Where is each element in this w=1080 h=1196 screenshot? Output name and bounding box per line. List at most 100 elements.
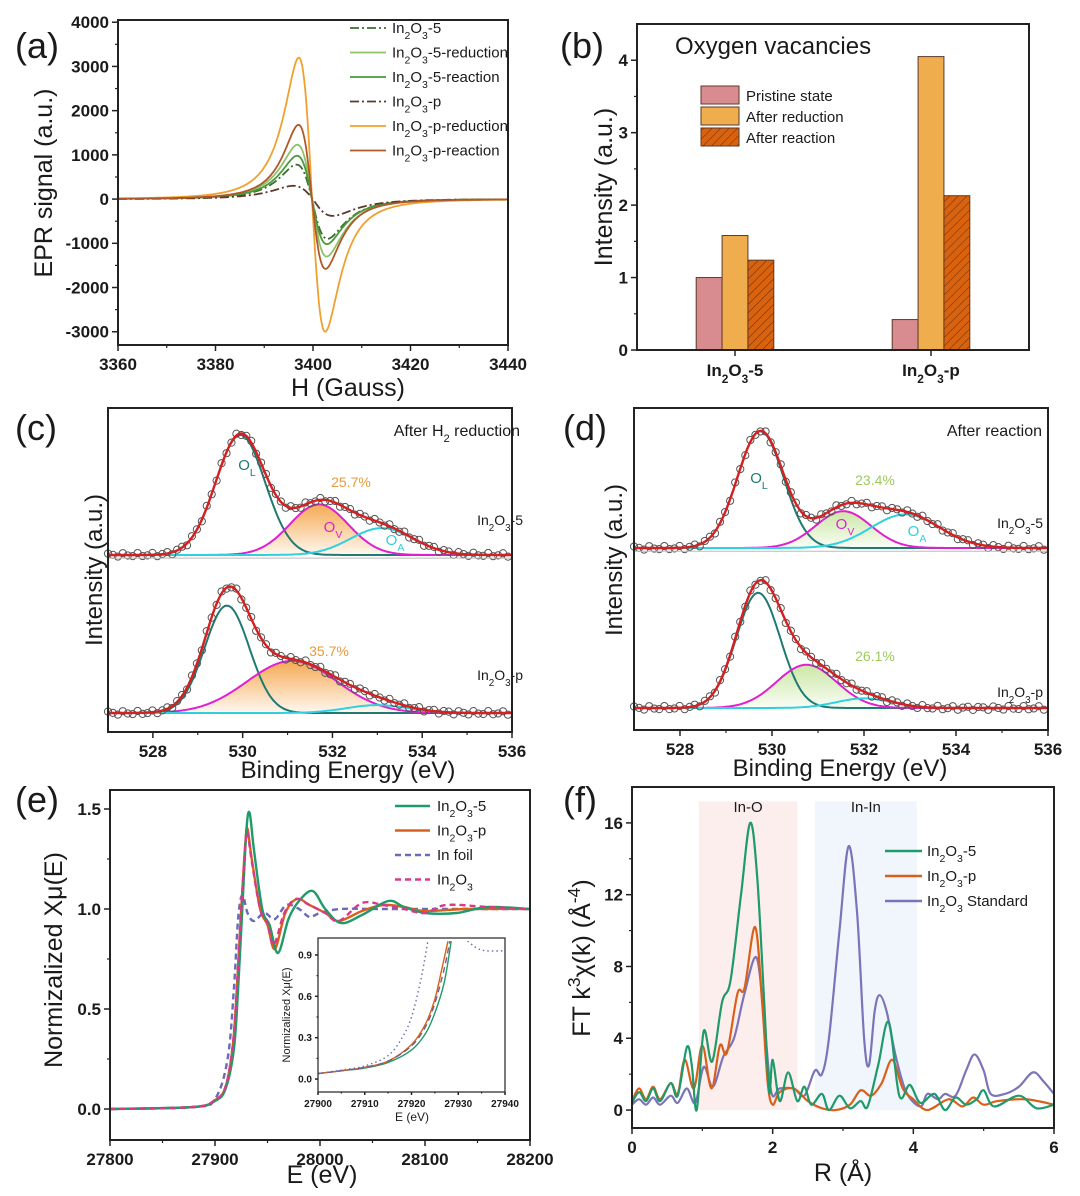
panel-e-inset-xtick-label: 27920: [398, 1099, 426, 1110]
ov-area-fill: [634, 511, 1048, 548]
data-point: [857, 686, 866, 695]
panel-e-inset-xtick-label: 27940: [491, 1099, 519, 1110]
data-point: [326, 670, 335, 679]
panel-a-ytick-label: 4000: [71, 13, 109, 32]
data-point: [469, 707, 478, 716]
panel-e-inset-xtick-label: 27930: [444, 1099, 472, 1110]
data-point: [276, 497, 285, 506]
component-label-OL: OL: [238, 457, 256, 479]
legend-swatch: [700, 85, 740, 105]
data-point: [822, 509, 831, 518]
data-point: [680, 545, 689, 554]
inset-series-line-3: [318, 941, 429, 1075]
data-point: [242, 431, 251, 441]
data-point: [938, 705, 947, 714]
data-point: [256, 633, 266, 642]
legend-label: In2O3 Standard: [927, 893, 1028, 915]
xanes-series-line-3: [109, 830, 531, 1111]
panel-c-xtick-label: 530: [228, 742, 256, 761]
data-point: [192, 525, 201, 534]
panel-a-xtick-label: 3400: [294, 355, 332, 374]
data-point: [153, 552, 162, 561]
exafs-series-line-0: [631, 821, 1055, 1112]
region-band-0: [698, 801, 798, 1111]
panel-d-xtick-label: 536: [1034, 740, 1062, 759]
data-point: [1004, 702, 1013, 711]
data-point: [410, 535, 419, 544]
panel-b-ytick-label: 1: [619, 269, 628, 288]
panel-a-ytick-label: 3000: [71, 57, 109, 76]
data-point: [801, 510, 811, 520]
component-label-OA: OA: [908, 523, 927, 545]
inset-plot-area: [318, 940, 505, 1075]
y-axis-title: Intensity (a.u.): [590, 108, 618, 266]
panel-e-ytick-label: 1.0: [77, 900, 101, 919]
region-label: In-O: [733, 799, 762, 816]
data-point: [177, 542, 187, 551]
data-point: [680, 705, 689, 714]
panel-a-ytick-label: -3000: [66, 323, 109, 342]
x-axis-title: R (Å): [814, 1157, 872, 1187]
panel-d-xtick-label: 530: [758, 740, 786, 759]
chart-title: Oxygen vacancies: [675, 33, 871, 60]
legend-label: In2O3-5: [437, 798, 486, 820]
data-point: [261, 640, 271, 649]
panel-e-xtick-label: 28200: [506, 1150, 553, 1169]
x-axis-title: H (Gauss): [291, 374, 405, 402]
panel-b-ytick-label: 0: [619, 341, 628, 360]
panel-label-c: (c): [15, 407, 57, 448]
panel-a-ytick-label: -2000: [66, 278, 109, 297]
y-axis-title: Intensity (a.u.): [601, 484, 628, 636]
annotation-label: After H2 reduction: [394, 423, 520, 445]
data-point: [700, 696, 709, 705]
panel-c-xtick-label: 534: [408, 742, 437, 761]
bar-0-2: [747, 259, 775, 351]
panel-label-e: (e): [15, 779, 59, 820]
data-point: [118, 549, 127, 558]
panel-a-xtick-label: 3380: [197, 355, 235, 374]
data-point: [953, 705, 962, 714]
category-label: In2O3-p: [902, 361, 960, 386]
data-point: [771, 594, 780, 603]
y-axis-title: EPR signal (a.u.): [30, 89, 58, 278]
xanes-series-line-2: [109, 893, 530, 1111]
panel-c-frame: [107, 407, 513, 733]
panel-a-ytick-label: 1000: [71, 146, 109, 165]
panel-e-xtick-label: 27800: [86, 1150, 133, 1169]
legend-label: In2O3: [437, 872, 473, 894]
data-point: [700, 536, 709, 546]
panel-f-xtick-label: 6: [1049, 1138, 1058, 1157]
x-axis-title: Binding Energy (eV): [733, 755, 948, 782]
panel-a-ytick-label: -1000: [66, 234, 109, 253]
panel-e-inset-ytick-label: 0.9: [298, 950, 312, 961]
panel-b-ytick-label: 4: [619, 51, 629, 70]
fit-envelope-curve: [108, 432, 512, 557]
bar-0-0: [695, 277, 723, 351]
component-label-OA: OA: [386, 532, 405, 554]
epr-series-line-4: [118, 56, 508, 333]
data-point: [791, 635, 801, 644]
data-point: [469, 548, 478, 557]
inset-series-line-4: [467, 940, 505, 952]
data-point: [227, 438, 236, 447]
legend-label: Pristine state: [746, 88, 833, 105]
y-axis-title: FT k3χ(k) (Å-4): [564, 879, 596, 1036]
data-point: [118, 707, 127, 716]
legend-label: In2O3-p-reduction: [392, 118, 508, 140]
panel-f-xtick-label: 4: [909, 1138, 919, 1157]
annotation-label: After reaction: [947, 423, 1042, 440]
panel-e-inset-ytick-label: 0.0: [298, 1075, 312, 1086]
category-label: In2O3-5: [707, 361, 764, 386]
data-point: [454, 707, 463, 716]
panel-label-f: (f): [563, 779, 597, 820]
panel-d-frame: [633, 407, 1049, 731]
data-point: [645, 542, 654, 551]
data-point: [148, 706, 157, 715]
legend-label: After reduction: [746, 109, 844, 126]
legend-swatch: [700, 106, 740, 126]
sample-label: In2O3-5: [477, 512, 523, 534]
legend-label: In2O3-5: [392, 20, 441, 42]
region-label: In-In: [851, 799, 881, 816]
panel-c-xtick-label: 528: [139, 742, 167, 761]
panel-c-xtick-label: 532: [318, 742, 346, 761]
